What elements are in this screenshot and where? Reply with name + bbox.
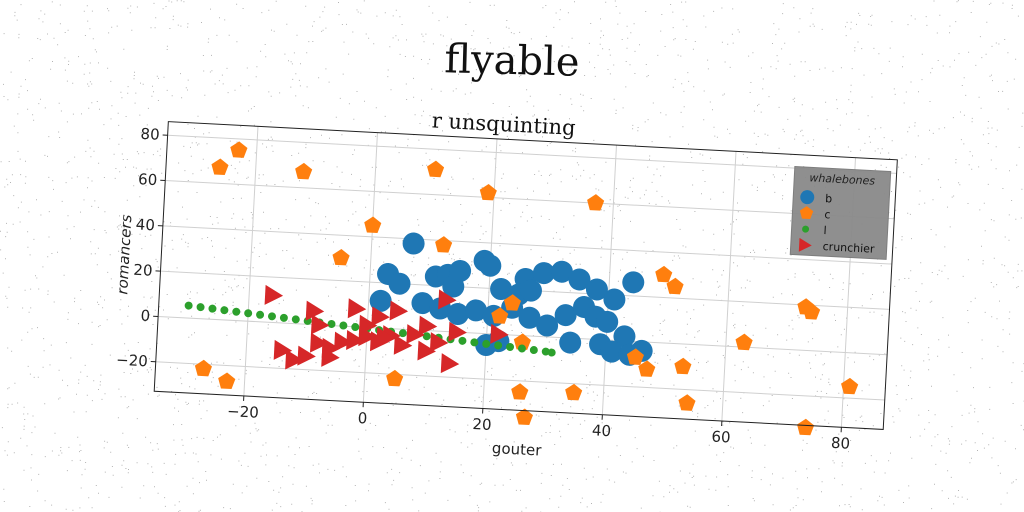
legend-label-b: b — [825, 192, 833, 205]
data-point-c — [211, 158, 229, 175]
data-point-c — [386, 369, 404, 386]
legend-label-crunchier: crunchier — [822, 240, 875, 256]
data-point-crunchier — [265, 285, 284, 306]
data-point-c — [511, 383, 529, 400]
y-tick-label: 60 — [138, 170, 158, 189]
data-point-l — [423, 332, 431, 340]
y-tick-label: 0 — [140, 307, 150, 325]
x-gridline — [363, 133, 377, 403]
x-tick-label: 80 — [831, 434, 851, 453]
x-axis-label: gouter — [491, 439, 542, 460]
data-point-l — [256, 311, 264, 319]
data-point-l — [196, 303, 204, 311]
y-gridline — [165, 181, 894, 219]
data-point-c — [332, 249, 350, 266]
data-point-c — [435, 236, 453, 253]
data-point-b — [402, 232, 425, 255]
data-point-c — [674, 357, 692, 374]
data-point-crunchier — [390, 300, 409, 321]
data-point-l — [244, 309, 252, 317]
data-point-l — [184, 301, 192, 309]
y-tick-label: 40 — [135, 215, 155, 234]
y-gridline — [163, 226, 892, 264]
data-point-l — [458, 337, 466, 345]
x-gridline — [602, 145, 616, 415]
x-tick-label: 20 — [472, 415, 492, 434]
x-tick-label: 60 — [711, 427, 731, 446]
data-point-c — [565, 383, 583, 400]
data-point-l — [327, 320, 335, 328]
x-tick-label: 40 — [592, 421, 612, 440]
data-point-c — [295, 162, 313, 179]
data-point-l — [208, 304, 216, 312]
data-point-crunchier — [441, 353, 460, 374]
y-tick-label: −20 — [116, 351, 149, 371]
data-point-l — [530, 346, 538, 354]
data-point-c — [230, 141, 248, 158]
data-point-c — [194, 359, 212, 376]
data-point-c — [364, 216, 382, 233]
data-point-l — [351, 323, 359, 331]
chart-title: r unsquinting — [431, 108, 576, 139]
data-point-c — [797, 418, 815, 435]
data-point-c — [587, 194, 605, 211]
x-tick-label: −20 — [227, 402, 260, 422]
data-point-l — [339, 321, 347, 329]
data-point-l — [220, 306, 228, 314]
data-point-c — [678, 394, 696, 411]
data-point-l — [280, 314, 288, 322]
data-point-c — [427, 160, 445, 177]
data-point-l — [292, 315, 300, 323]
y-tick-label: 20 — [133, 261, 153, 280]
data-point-b — [622, 271, 645, 294]
data-point-l — [268, 312, 276, 320]
y-tick-label: 80 — [140, 125, 160, 144]
scatter-chart: r unsquinting −20 0 20 40 60 80 −20 0 20 40 60 80 go… — [111, 90, 919, 491]
data-point-crunchier — [311, 315, 330, 336]
data-point-crunchier — [348, 298, 367, 319]
x-gridline — [244, 126, 258, 396]
data-point-l — [232, 308, 240, 316]
legend-label-c: c — [824, 208, 831, 221]
data-point-c — [218, 372, 236, 389]
x-tick-label: 0 — [357, 409, 367, 427]
data-point-c — [655, 265, 673, 282]
x-gridline — [722, 151, 736, 421]
data-point-b — [559, 331, 582, 354]
plot-area: r unsquinting −20 0 20 40 60 80 −20 0 20 40 60 80 go… — [111, 90, 919, 491]
